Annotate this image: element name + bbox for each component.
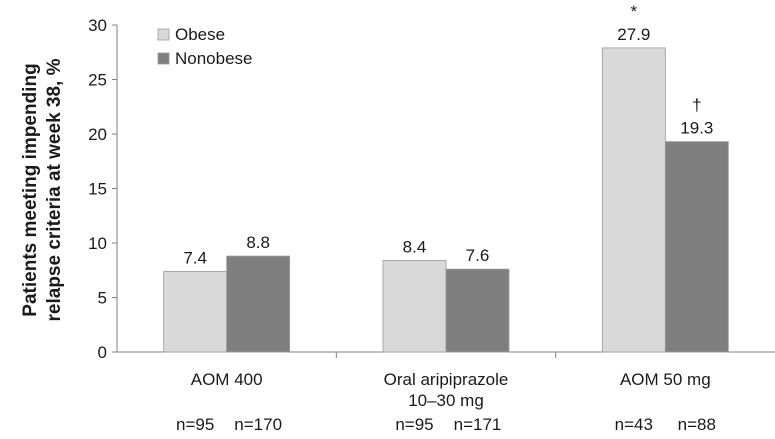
sample-size-label: n=170 [234,415,282,434]
bar-obese [601,47,666,353]
bar-obese [382,260,447,353]
sample-size-label: n=171 [454,415,502,434]
bar-nonobese [226,255,291,353]
sample-size-label: n=43 [615,415,653,434]
y-tick-label: 10 [88,234,107,253]
y-tick-label: 5 [98,289,107,308]
x-category-label: 10–30 mg [408,391,484,410]
legend-label: Nonobese [175,49,253,68]
legend-swatch [157,28,170,41]
bar-value-label: 7.6 [466,246,490,265]
significance-mark: * [631,2,638,21]
x-category-label: AOM 50 mg [620,370,711,389]
bar-value-label: 8.4 [403,237,427,256]
x-category-label: AOM 400 [191,370,263,389]
y-tick-label: 25 [88,71,107,90]
x-category-label: Oral aripiprazole [384,370,509,389]
legend-label: Obese [175,25,225,44]
bar-nonobese [445,268,510,353]
legend-swatch [157,52,170,65]
bar-value-label: 19.3 [680,119,713,138]
y-axis: 0 5 10 15 20 25 30 [88,16,118,362]
y-tick-label: 0 [98,343,107,362]
x-axis: AOM 400 n=95 n=170 Oral aripiprazole 10–30 m… [117,351,775,434]
y-tick-label: 15 [88,180,107,199]
significance-mark: † [692,96,701,115]
bar-obese [163,270,228,353]
sample-size-label: n=88 [678,415,716,434]
sample-size-label: n=95 [176,415,214,434]
y-axis-label-line: relapse criteria at week 38, % [44,58,65,321]
y-axis-label-line: Patients meeting impending [20,63,41,316]
y-tick-label: 30 [88,16,107,35]
sample-size-label: n=95 [395,415,433,434]
bar-value-label: 7.4 [183,248,207,267]
legend: Obese Nonobese [157,25,253,68]
y-axis-label: Patients meeting impending relapse criter… [20,58,65,321]
bar-value-label: 8.8 [246,233,270,252]
bar-value-label: 27.9 [617,25,650,44]
bar-nonobese [664,141,729,353]
bars: 7.4 8.4 27.9 * 8.8 7.6 19.3 † [163,2,729,353]
y-tick-label: 20 [88,125,107,144]
